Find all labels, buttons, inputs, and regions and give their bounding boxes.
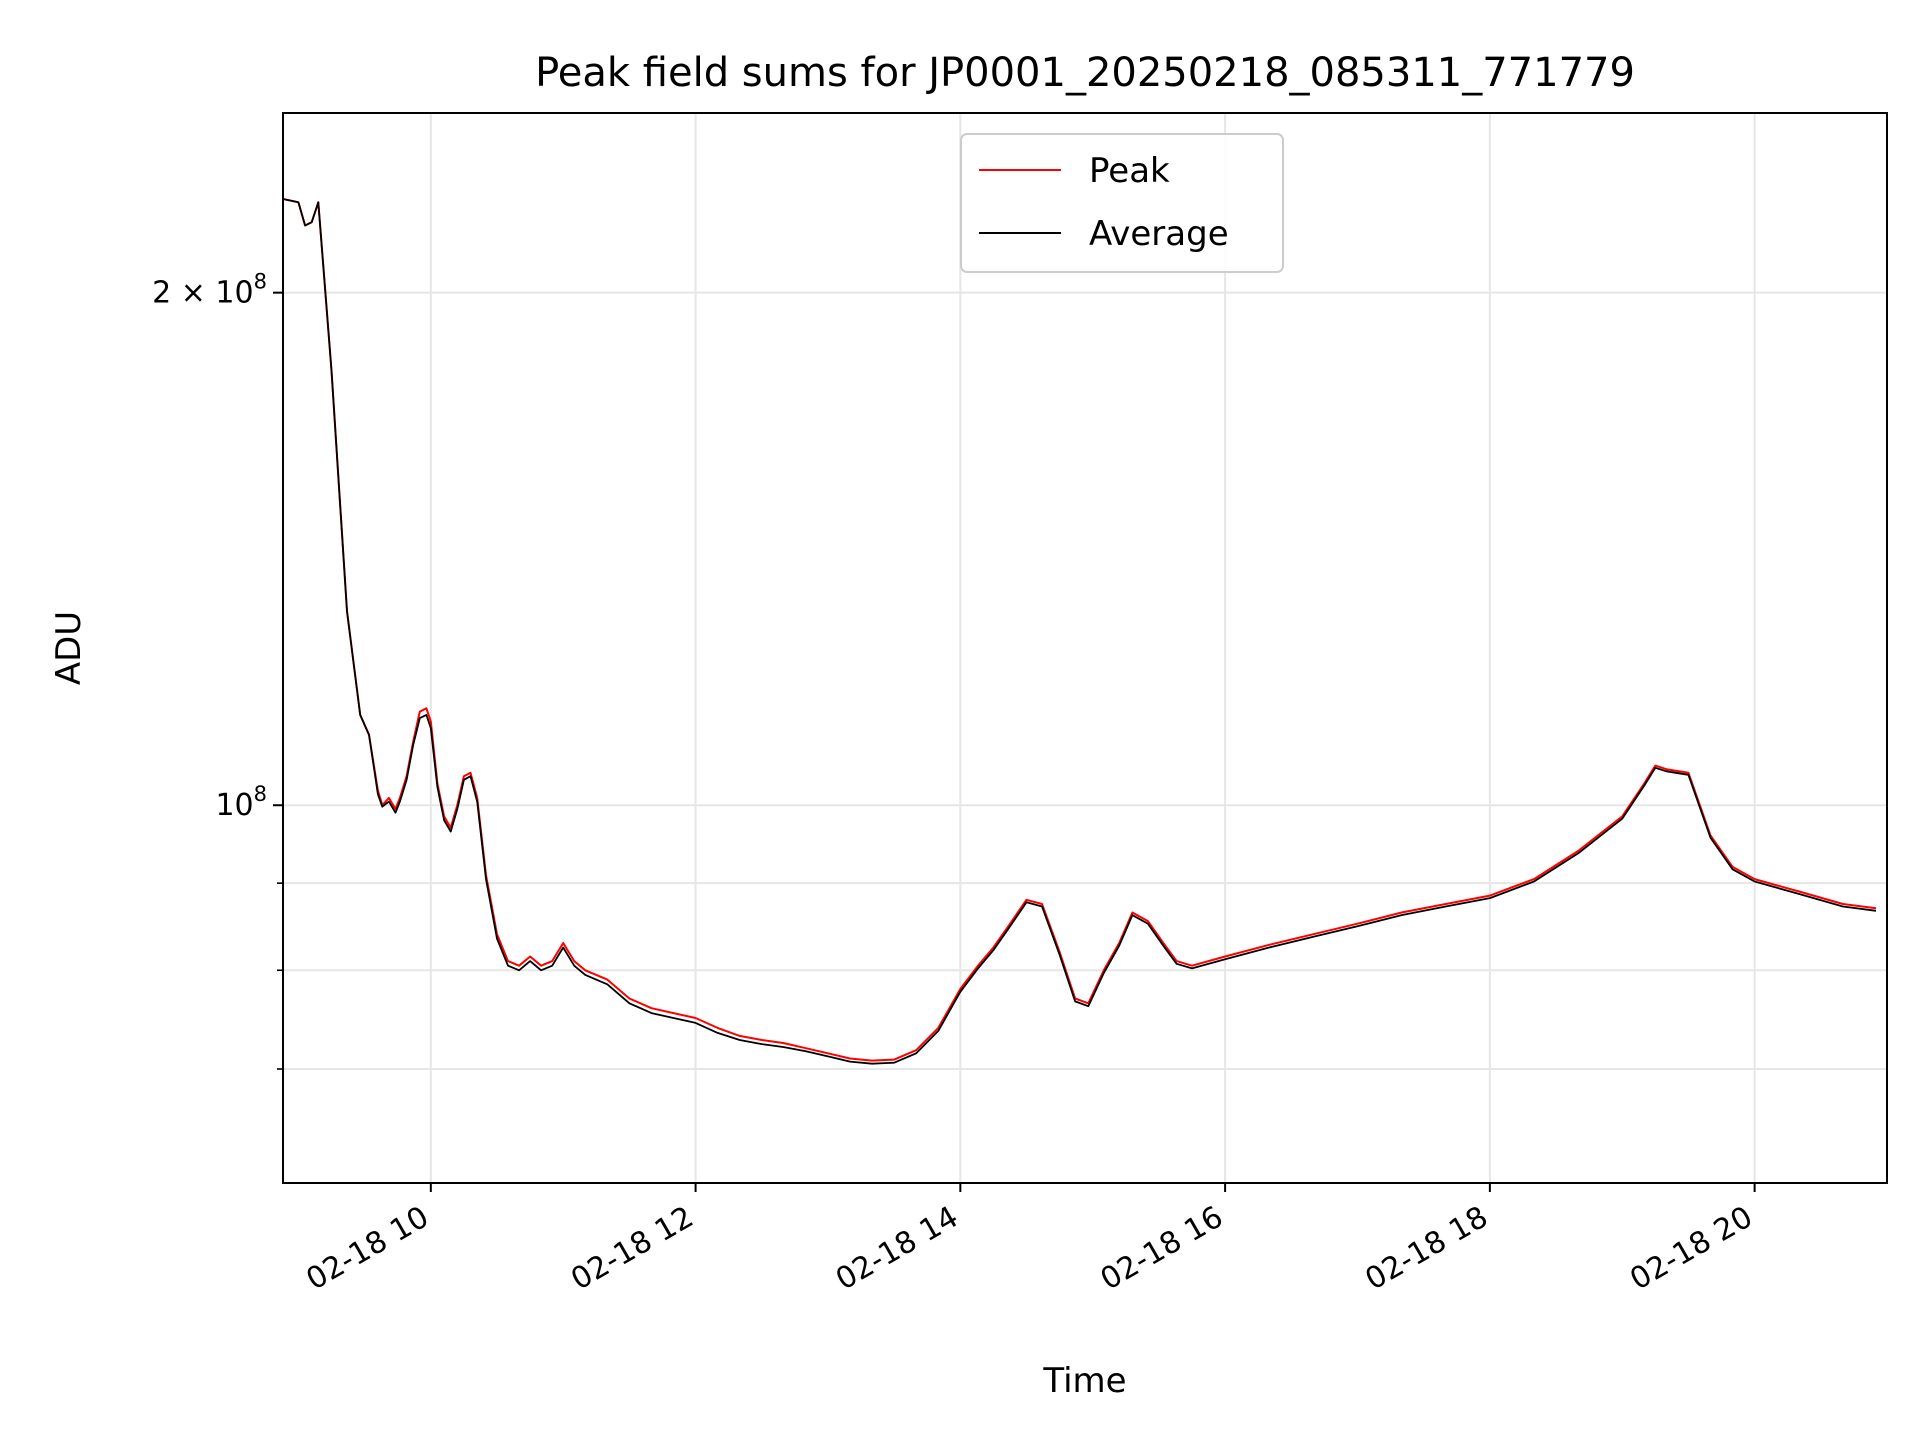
series-layer [283, 198, 1877, 1065]
legend-label-peak: Peak [1089, 151, 1170, 191]
legend-box [960, 133, 1284, 273]
grid-layer [283, 113, 1887, 1183]
y-tick-label: 2 × 108 [152, 270, 267, 311]
plot-frame [282, 112, 1888, 1184]
series-line-average [283, 198, 1877, 1065]
x-axis-label: Time [1042, 1361, 1126, 1401]
chart-title: Peak field sums for JP0001_20250218_0853… [535, 50, 1635, 96]
y-tick-label: 108 [215, 782, 267, 823]
y-axis-label: ADU [49, 611, 89, 685]
legend-label-average: Average [1089, 214, 1229, 254]
legend: Peak Average [960, 133, 1284, 273]
